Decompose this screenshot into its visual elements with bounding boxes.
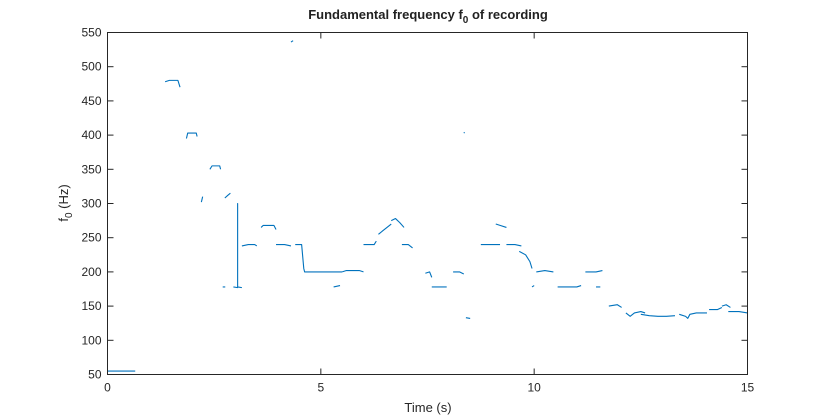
chart-title-tail: of recording (468, 7, 548, 22)
f0-series-segment (390, 218, 405, 228)
y-tick-label: 100 (81, 333, 101, 347)
f0-series-segment (276, 243, 292, 247)
f0-series-segment (625, 311, 646, 317)
y-tick-label: 500 (81, 60, 101, 74)
x-tick-label: 5 (317, 381, 324, 395)
x-axis-label: Time (s) (404, 400, 451, 415)
f0-series-segment (518, 250, 533, 269)
y-ticks: 50 100 150 200 250 300 350 400 450 500 550 (81, 26, 748, 382)
x-tick-label: 10 (527, 381, 541, 395)
chart-title: Fundamental frequency f0 of recording (308, 7, 548, 26)
y-axis-label-subscript: 0 (64, 212, 75, 218)
f0-series-segment (585, 269, 603, 273)
f0-series-segment (465, 317, 471, 319)
y-tick-label: 150 (81, 299, 101, 313)
f0-series-segment (209, 165, 222, 170)
f0-series-segment (401, 243, 413, 249)
y-axis-label: f0 (Hz) (56, 184, 75, 221)
f0-series-segment (295, 243, 343, 273)
f0-series-segment (260, 224, 277, 230)
f0-series-segment (721, 304, 731, 308)
f0-series-segment (679, 312, 707, 319)
y-tick-label: 250 (81, 231, 101, 245)
y-tick-label: 350 (81, 162, 101, 176)
f0-series-segment (709, 306, 723, 311)
f0-series-segment (241, 243, 258, 247)
f0-series-segment (531, 285, 535, 288)
f0-series-segment (608, 304, 622, 308)
f0-series-segment (164, 79, 181, 88)
x-ticks: 0 5 10 15 (104, 32, 755, 395)
f0-series-segment (233, 202, 242, 289)
f0-series-segment (557, 285, 582, 288)
f0-series-segment (425, 271, 433, 278)
plot-lines (107, 40, 748, 372)
f0-series-segment (342, 269, 364, 273)
f0-series-segment (453, 271, 465, 275)
f0-series-segment (728, 311, 748, 314)
f0-series-segment (224, 192, 231, 199)
f0-series-segment (363, 240, 377, 246)
f0-series-segment (463, 131, 465, 134)
f0-series-segment (495, 223, 507, 228)
f0-series-segment (378, 223, 392, 235)
f0-series-segment (640, 313, 676, 317)
y-tick-label: 200 (81, 265, 101, 279)
x-tick-label: 0 (104, 381, 111, 395)
y-tick-label: 400 (81, 128, 101, 142)
f0-series-segment (536, 269, 554, 273)
plot-frame (107, 32, 748, 375)
f0-series-segment (200, 196, 204, 203)
y-tick-label: 550 (81, 26, 101, 40)
f0-series-segment (333, 285, 341, 288)
chart-title-subscript: 0 (463, 15, 469, 26)
y-tick-label: 50 (88, 368, 102, 382)
y-tick-label: 300 (81, 197, 101, 211)
f0-series-segment (290, 40, 294, 43)
f0-series-segment (506, 243, 522, 247)
f0-series-segment (185, 132, 198, 139)
y-tick-label: 450 (81, 94, 101, 108)
x-tick-label: 15 (741, 381, 755, 395)
y-axis-label-tail: (Hz) (56, 184, 71, 212)
